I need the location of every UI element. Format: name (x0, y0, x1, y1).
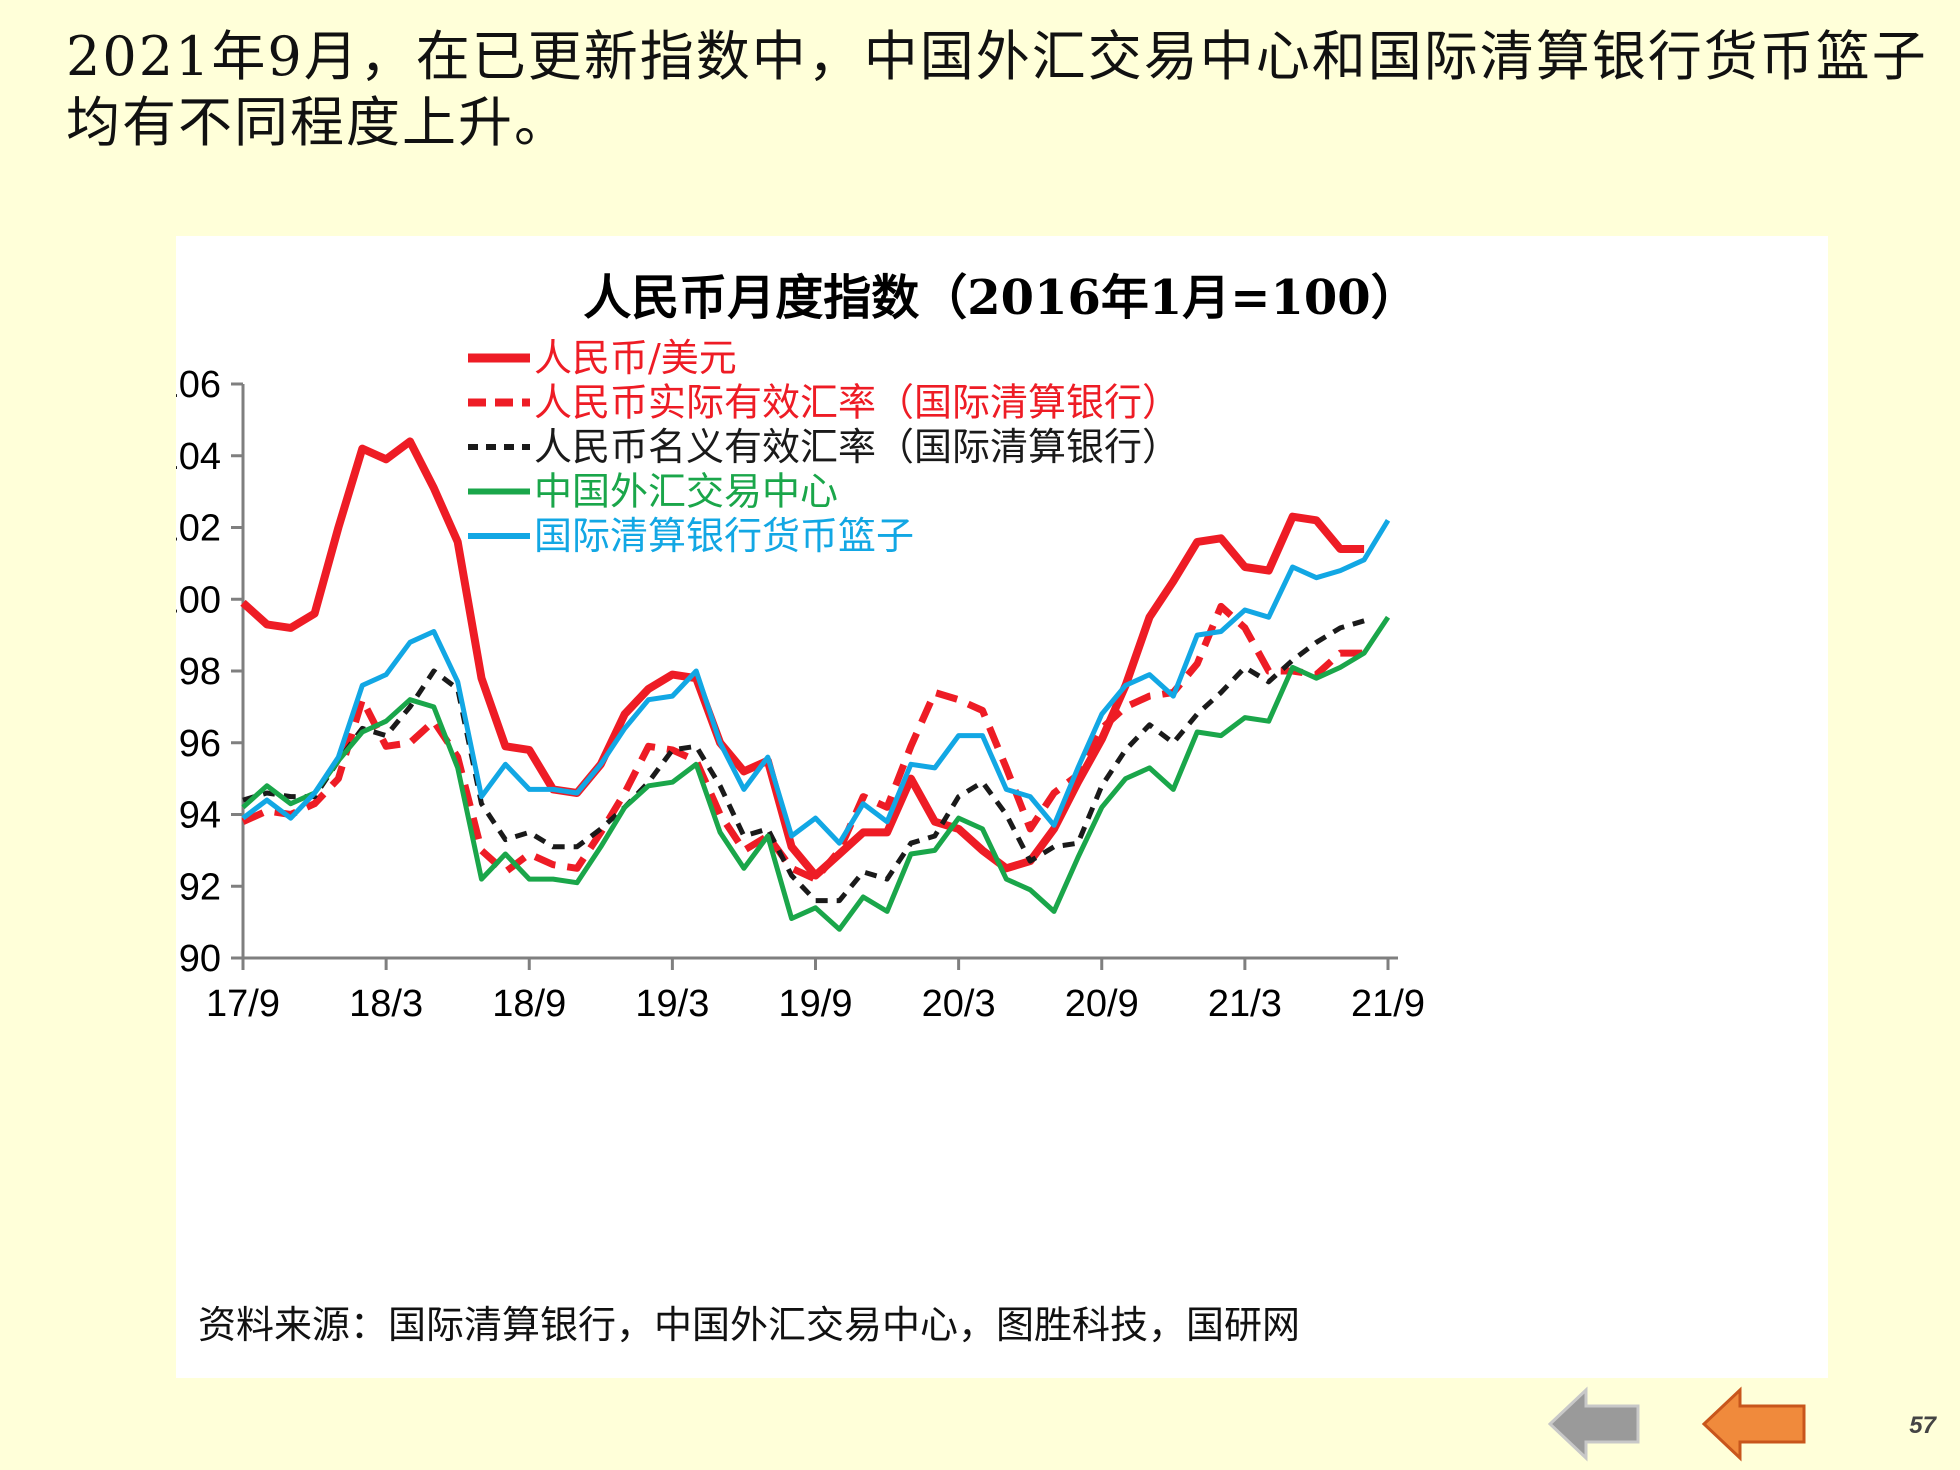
chart-panel: 90 92 94 96 98 100 102 104 106 17/9 18/3 18/9 19/3 19… (176, 236, 1828, 1378)
legend-label: 国际清算银行货币篮子 (534, 514, 914, 558)
legend-label: 人民币/美元 (534, 336, 737, 380)
y-tick-label: 96 (179, 723, 221, 765)
series-line-3 (242, 618, 1365, 904)
x-tick-label: 19/9 (779, 983, 853, 1025)
page-number: 57 (1909, 1412, 1936, 1439)
series-line-4 (241, 615, 1391, 932)
x-tick-label: 18/9 (492, 983, 566, 1025)
legend-label: 中国外汇交易中心 (534, 470, 838, 514)
x-tick-label: 21/9 (1351, 983, 1425, 1025)
y-tick-label: 100 (176, 579, 221, 621)
left-arrow-icon (1548, 1386, 1640, 1462)
y-tick-label: 104 (176, 436, 221, 478)
x-tick-label: 18/3 (349, 983, 423, 1025)
series-line-1 (240, 437, 1365, 880)
x-tick-label: 21/3 (1208, 983, 1282, 1025)
legend-label: 人民币实际有效汇率（国际清算银行） (534, 381, 1180, 425)
series-line-5 (241, 519, 1391, 846)
headline-line-1: 2021年9月，在已更新指数中，中国外汇交易中心和国际清算银行货币篮子 (66, 25, 1928, 88)
chart-title: 人民币月度指数（2016年1月=100） (583, 270, 1419, 326)
source-note: 资料来源：国际清算银行，中国外汇交易中心，图胜科技，国研网 (198, 1303, 1301, 1347)
x-tick-label: 19/3 (635, 983, 709, 1025)
y-tick-label: 106 (176, 364, 221, 406)
y-tick-label: 98 (179, 651, 221, 693)
slide-headline: 2021年9月，在已更新指数中，中国外汇交易中心和国际清算银行货币篮子 均有不同… (66, 24, 1926, 156)
x-tick-label: 20/3 (922, 983, 996, 1025)
previous-page-button[interactable] (1548, 1386, 1642, 1462)
x-tick-label: 17/9 (206, 983, 280, 1025)
headline-line-2: 均有不同程度上升。 (66, 91, 570, 154)
legend-label: 人民币名义有效汇率（国际清算银行） (534, 425, 1180, 469)
line-chart: 90 92 94 96 98 100 102 104 106 17/9 18/3 18/9 19/3 19… (176, 336, 1425, 1025)
left-arrow-icon (1701, 1386, 1806, 1462)
y-tick-label: 90 (179, 938, 221, 980)
y-tick-label: 102 (176, 508, 221, 550)
x-tick-label: 20/9 (1065, 983, 1139, 1025)
next-page-button[interactable] (1700, 1386, 1810, 1462)
series-line-2 (241, 602, 1365, 883)
y-tick-label: 94 (179, 795, 221, 837)
y-tick-label: 92 (179, 866, 221, 908)
